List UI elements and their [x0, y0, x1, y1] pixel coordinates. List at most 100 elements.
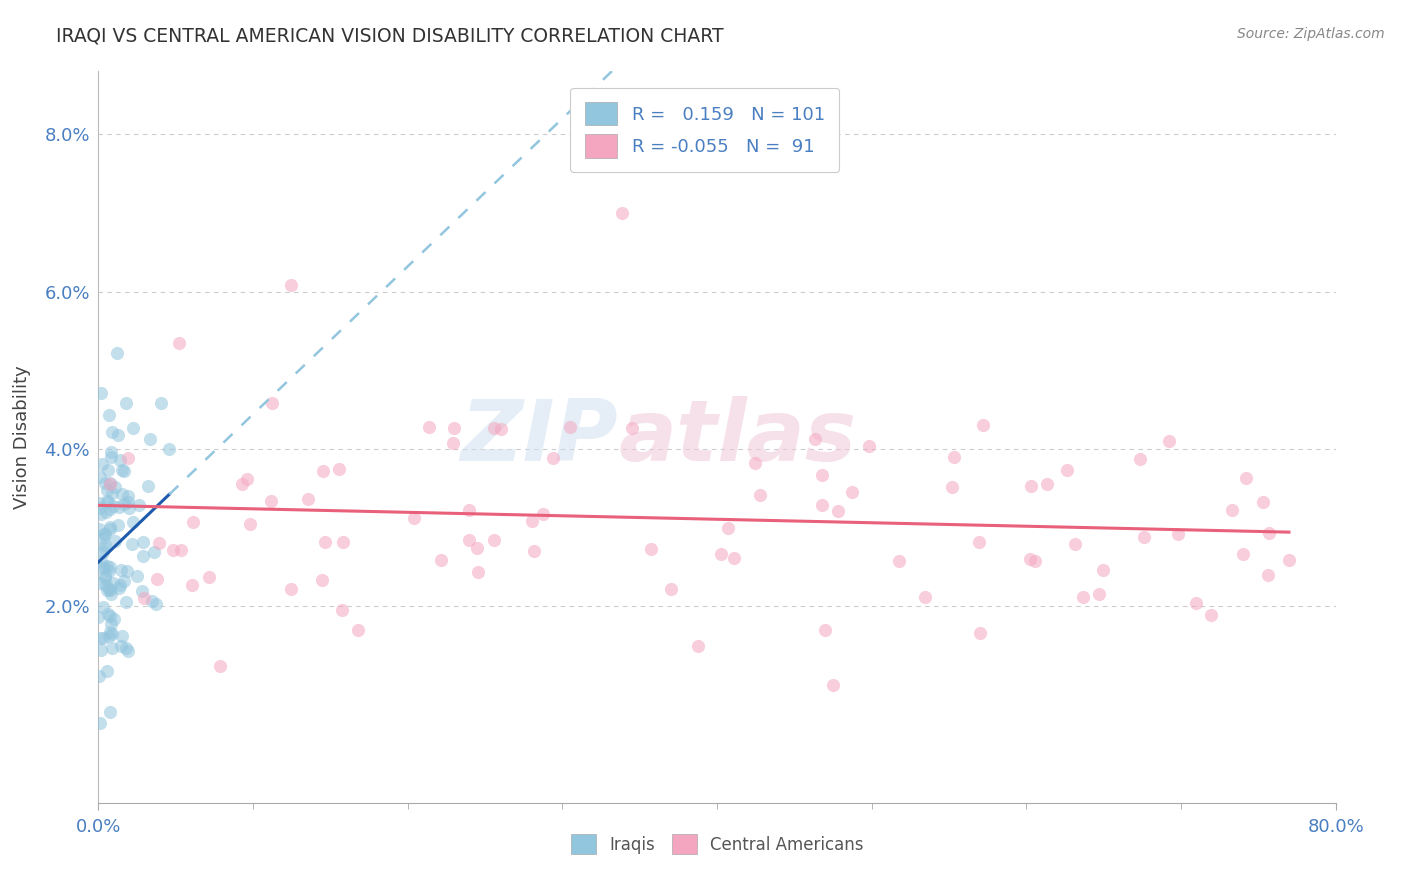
Point [1019, 552, 1042, 566]
Point [94, 571, 117, 585]
Point [115, 564, 138, 578]
Point [148, 535, 170, 549]
Point [98, 476, 121, 491]
Point [127, 569, 149, 583]
Point [132, 549, 155, 563]
Point [89, 631, 111, 645]
Point [1232, 547, 1254, 561]
Point [141, 594, 163, 608]
Point [482, 533, 505, 548]
Point [640, 542, 662, 557]
Point [97, 463, 120, 477]
Point [117, 500, 139, 515]
Point [90, 643, 112, 657]
Point [489, 422, 512, 436]
Point [181, 515, 204, 529]
Point [467, 565, 489, 579]
Point [162, 543, 184, 558]
Point [1056, 463, 1078, 477]
Point [108, 453, 131, 467]
Point [967, 535, 990, 549]
Point [1199, 607, 1222, 622]
Point [117, 450, 139, 465]
Point [280, 278, 302, 293]
Point [1220, 502, 1243, 516]
Point [149, 395, 172, 409]
Point [482, 421, 505, 435]
Point [330, 603, 353, 617]
Point [688, 639, 710, 653]
Point [111, 462, 134, 476]
Point [115, 640, 138, 655]
Point [620, 421, 643, 435]
Point [169, 335, 191, 350]
Point [117, 489, 139, 503]
Point [139, 432, 162, 446]
Point [97, 495, 120, 509]
Point [94, 475, 117, 490]
Point [314, 535, 336, 549]
Text: Source: ZipAtlas.com: Source: ZipAtlas.com [1237, 27, 1385, 41]
Point [96, 494, 118, 508]
Point [101, 641, 124, 656]
Point [541, 450, 564, 465]
Point [610, 206, 633, 220]
Legend: Iraqis, Central Americans: Iraqis, Central Americans [564, 828, 870, 860]
Point [91, 560, 114, 574]
Point [87, 610, 110, 624]
Point [827, 504, 849, 518]
Point [209, 658, 232, 673]
Point [97, 607, 120, 622]
Point [969, 625, 991, 640]
Point [1088, 587, 1111, 601]
Point [122, 421, 145, 435]
Point [100, 560, 122, 574]
Point [89, 575, 111, 590]
Point [1167, 526, 1189, 541]
Point [105, 346, 128, 360]
Point [280, 582, 302, 596]
Point [96, 559, 118, 574]
Point [100, 450, 122, 465]
Point [110, 639, 132, 653]
Point [659, 582, 682, 596]
Point [94, 578, 117, 592]
Point [101, 425, 124, 440]
Point [112, 465, 135, 479]
Point [1257, 567, 1279, 582]
Point [347, 623, 370, 637]
Point [520, 514, 543, 528]
Point [108, 581, 131, 595]
Point [858, 439, 880, 453]
Point [810, 467, 832, 482]
Point [98, 705, 121, 719]
Point [94, 527, 117, 541]
Text: ZIP: ZIP [460, 395, 619, 479]
Point [260, 494, 283, 508]
Point [100, 587, 122, 601]
Point [98, 520, 121, 534]
Point [239, 517, 262, 532]
Point [523, 544, 546, 558]
Point [96, 664, 118, 678]
Point [98, 501, 121, 516]
Point [98, 522, 121, 536]
Point [710, 547, 733, 561]
Point [198, 570, 221, 584]
Point [136, 479, 159, 493]
Point [441, 436, 464, 450]
Point [97, 629, 120, 643]
Point [841, 485, 863, 500]
Point [101, 486, 124, 500]
Point [429, 553, 451, 567]
Point [132, 535, 155, 549]
Point [465, 541, 488, 556]
Point [717, 521, 740, 535]
Point [914, 590, 936, 604]
Point [90, 385, 112, 400]
Point [942, 450, 965, 464]
Point [311, 573, 333, 587]
Point [107, 427, 129, 442]
Point [443, 421, 465, 435]
Point [96, 582, 118, 597]
